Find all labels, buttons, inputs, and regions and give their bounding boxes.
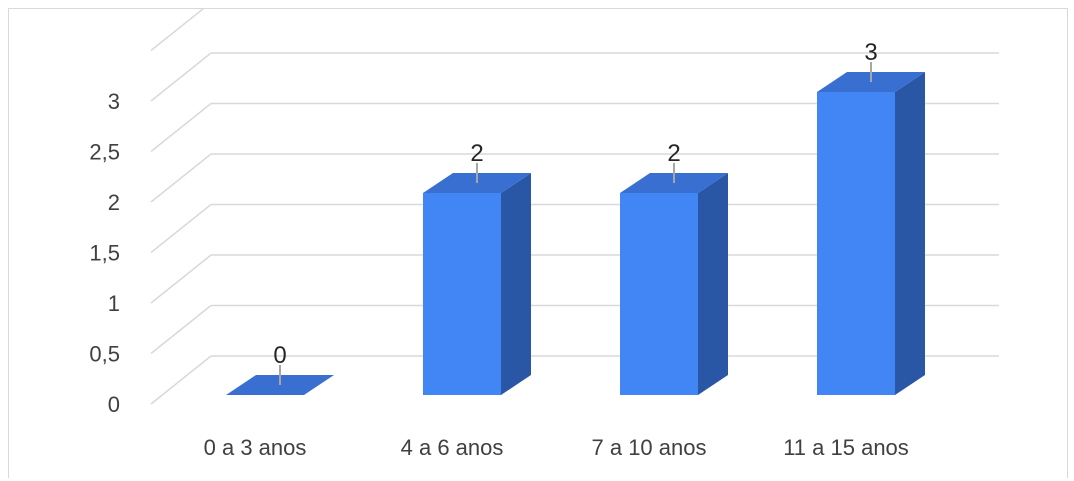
bar-front <box>620 193 698 395</box>
gridline-side-top <box>150 9 205 52</box>
gridline-side <box>150 203 212 254</box>
x-category-label: 0 a 3 anos <box>204 435 307 460</box>
chart-container: 0 0,5 1 1,5 2 2,5 3 0 2 2 3 0 a 3 anos 4 a 6 anos 7… <box>8 8 1068 478</box>
data-label: 3 <box>864 39 877 66</box>
gridline-side <box>150 254 212 304</box>
bar-2 <box>423 173 531 395</box>
gridline-side <box>150 355 212 405</box>
data-label: 2 <box>470 140 483 167</box>
y-tick-label: 0 <box>108 392 120 417</box>
y-tick-label: 2,5 <box>89 140 120 165</box>
y-tick-label: 1 <box>108 291 120 316</box>
data-labels-layer: 0 2 2 3 <box>273 39 878 385</box>
bars-layer <box>226 72 925 395</box>
gridline-side <box>150 102 212 153</box>
bar-4 <box>817 72 925 395</box>
y-tick-label: 3 <box>108 89 120 114</box>
y-tick-label: 0,5 <box>89 342 120 367</box>
bar-front <box>423 193 501 395</box>
gridline-side <box>150 153 212 203</box>
y-tick-label: 2 <box>108 190 120 215</box>
x-category-label: 4 a 6 anos <box>401 435 504 460</box>
bar-3 <box>620 173 728 395</box>
data-label: 0 <box>273 342 286 369</box>
y-tick-label: 1,5 <box>89 241 120 266</box>
gridline-side <box>150 304 212 355</box>
gridline-side <box>150 52 212 102</box>
bar-side <box>698 173 728 395</box>
data-label: 2 <box>667 140 680 167</box>
bar-side <box>501 173 531 395</box>
bar-front <box>817 92 895 395</box>
bar-chart-3d: 0 0,5 1 1,5 2 2,5 3 0 2 2 3 0 a 3 anos 4 a 6 anos 7… <box>89 9 999 460</box>
bar-side <box>895 72 925 395</box>
x-category-label: 7 a 10 anos <box>592 435 707 460</box>
x-axis-categories: 0 a 3 anos 4 a 6 anos 7 a 10 anos 11 a 15 a… <box>204 435 909 460</box>
x-category-label: 11 a 15 anos <box>783 435 909 460</box>
y-axis-ticks: 0 0,5 1 1,5 2 2,5 3 <box>89 89 120 417</box>
